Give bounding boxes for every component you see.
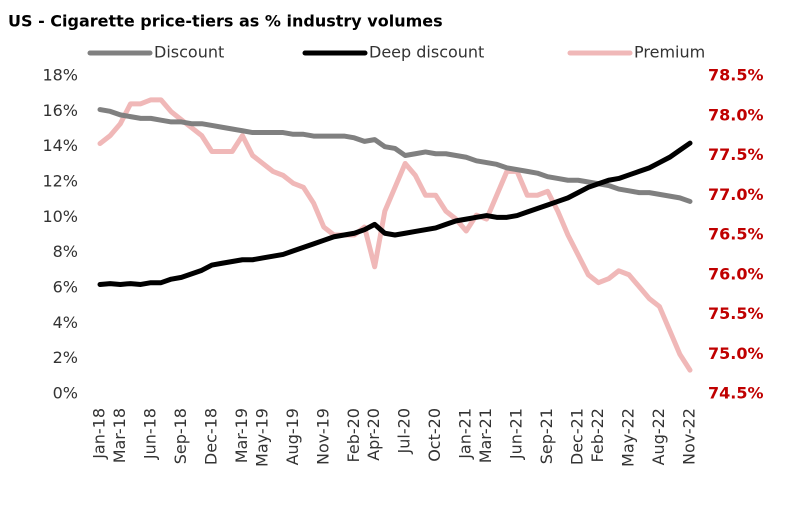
x-tick-label: Aug-19 xyxy=(283,408,302,465)
y-tick-label: 0% xyxy=(53,384,78,403)
y-tick-label: 14% xyxy=(42,136,78,155)
x-tick-label: Mar-21 xyxy=(476,408,495,463)
y2-tick-label: 76.0% xyxy=(708,264,764,283)
y2-tick-label: 75.5% xyxy=(708,304,764,323)
x-tick-label: Mar-18 xyxy=(110,408,129,463)
x-tick-label: Oct-20 xyxy=(425,408,444,462)
y-tick-label: 10% xyxy=(42,207,78,226)
legend-label: Premium xyxy=(634,43,705,62)
x-tick-label: Feb-22 xyxy=(588,408,607,462)
x-tick-label: Jan-21 xyxy=(456,408,475,460)
series-line xyxy=(97,97,693,373)
x-tick-label: May-22 xyxy=(618,408,637,467)
x-tick-label: Sep-18 xyxy=(171,408,190,464)
x-tick-label: Jun-18 xyxy=(140,408,159,460)
series-line xyxy=(97,107,693,204)
y2-tick-label: 76.5% xyxy=(708,225,764,244)
y-tick-label: 4% xyxy=(53,313,78,332)
y-tick-label: 18% xyxy=(42,66,78,85)
x-tick-label: Feb-20 xyxy=(344,408,363,462)
x-tick-label: Jan-18 xyxy=(90,408,109,460)
x-tick-label: Apr-20 xyxy=(364,408,383,461)
chart-title: US - Cigarette price-tiers as % industry… xyxy=(8,12,443,31)
legend-label: Discount xyxy=(154,43,224,62)
x-tick-label: Mar-19 xyxy=(232,408,251,463)
x-tick-label: Dec-18 xyxy=(201,408,220,465)
y2-tick-label: 78.5% xyxy=(708,66,764,85)
series-line xyxy=(97,140,693,287)
y-tick-label: 6% xyxy=(53,278,78,297)
y-tick-label: 12% xyxy=(42,172,78,191)
y2-tick-label: 74.5% xyxy=(708,384,764,403)
y-tick-label: 2% xyxy=(53,348,78,367)
y2-tick-label: 78.0% xyxy=(708,105,764,124)
x-tick-label: Jun-21 xyxy=(507,408,526,460)
y2-tick-label: 77.5% xyxy=(708,145,764,164)
x-tick-label: Jul-20 xyxy=(395,408,414,454)
x-tick-label: Sep-21 xyxy=(537,408,556,464)
y2-tick-label: 75.0% xyxy=(708,344,764,363)
y2-tick-label: 77.0% xyxy=(708,185,764,204)
x-tick-label: Nov-22 xyxy=(680,408,699,465)
x-tick-label: Aug-22 xyxy=(649,408,668,465)
y-tick-label: 8% xyxy=(53,242,78,261)
legend-label: Deep discount xyxy=(369,43,484,62)
y-tick-label: 16% xyxy=(42,101,78,120)
x-tick-label: May-19 xyxy=(252,408,271,467)
x-tick-label: Nov-19 xyxy=(313,408,332,465)
x-tick-label: Dec-21 xyxy=(568,408,587,465)
